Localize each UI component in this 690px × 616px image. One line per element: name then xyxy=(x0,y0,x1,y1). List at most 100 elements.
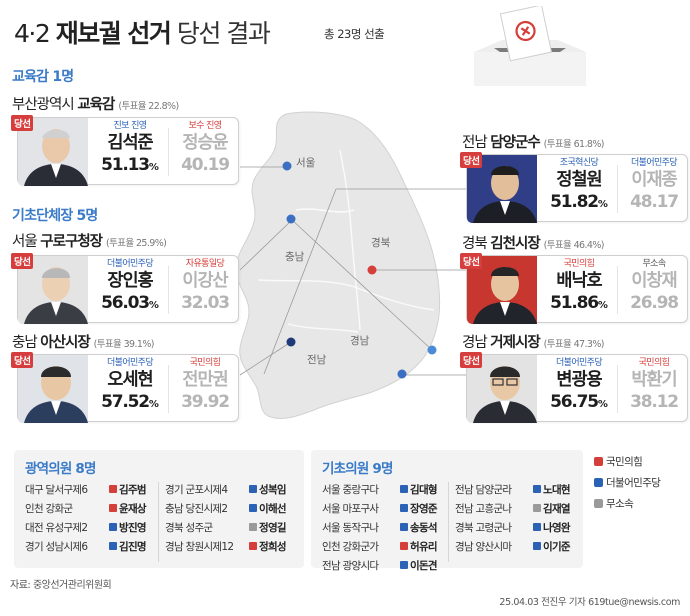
winner-tag: 당선 xyxy=(460,152,483,168)
council-district: 전남 담양군라 xyxy=(455,484,512,496)
divider xyxy=(448,482,449,562)
winner-tag: 당선 xyxy=(460,253,483,269)
result-card-gimcheon: 당선 국민의힘 배낙호 51.86% 무소속 이창재 26.98 xyxy=(460,253,688,324)
council-winner-name: 성복임 xyxy=(259,484,287,496)
council-district: 경기 군포시제4 xyxy=(165,484,228,496)
council-district: 경남 양산시마 xyxy=(455,541,512,553)
divider xyxy=(158,482,159,562)
council-row: 전남 담양군라 노대현 xyxy=(455,482,571,499)
race-title-guro: 서울 구로구청장 (투표율 25.9%) xyxy=(12,234,167,250)
legend-item: 국민의힘 xyxy=(594,454,660,469)
council-winner-name: 나영완 xyxy=(543,522,571,534)
council-district: 서울 동작구나 xyxy=(322,522,379,534)
council-row: 전남 고흥군나 김재열 xyxy=(455,501,571,518)
credit-line: 25.04.03 전진우 기자 619tue@newsis.com xyxy=(499,597,680,608)
council-winner-name: 송동석 xyxy=(410,522,438,534)
loser-percent: 40.19 xyxy=(181,155,230,175)
source-note: 자료: 중앙선거관리위원회 xyxy=(10,580,112,591)
local-heading: 기초단체장 5명 xyxy=(12,208,98,224)
loser-name: 박환기 xyxy=(631,370,677,390)
party-color-marker xyxy=(400,523,408,531)
race-title-busan-edu: 부산광역시 교육감 (투표율 22.8%) xyxy=(12,97,179,113)
loser-name: 전만권 xyxy=(182,370,228,390)
winner-name: 변광용 xyxy=(556,370,602,390)
total-elected-note: 총 23명 선출 xyxy=(324,27,385,41)
race-title-geoje: 경남 거제시장 (투표율 47.3%) xyxy=(462,335,605,351)
council-district: 경북 성주군 xyxy=(165,522,213,534)
winner-tag: 당선 xyxy=(11,253,34,269)
basic-heading: 기초의원 9명 xyxy=(322,461,393,477)
party-color-marker xyxy=(109,523,117,531)
council-district: 서울 마포구사 xyxy=(322,503,379,515)
loser-name: 이재종 xyxy=(631,170,677,190)
council-row: 경기 성남시제6 김진명 xyxy=(25,539,147,556)
party-color-marker xyxy=(109,504,117,512)
edu-heading: 교육감 1명 xyxy=(12,69,74,85)
council-row: 전남 광양시다 이돈견 xyxy=(322,558,438,575)
winner-tag: 당선 xyxy=(460,352,483,368)
party-color-marker xyxy=(400,561,408,569)
council-winner-name: 이해선 xyxy=(259,503,287,515)
council-winner-name: 허유리 xyxy=(410,541,438,553)
party-color-marker xyxy=(249,485,257,493)
council-district: 경북 고령군나 xyxy=(455,522,512,534)
result-card-guro: 당선 더불어민주당 장인홍 56.03% 자유통일당 이강산 32.03 xyxy=(11,253,239,324)
council-winner-name: 김대형 xyxy=(410,484,438,496)
winner-percent: 56.75% xyxy=(550,392,608,412)
loser-percent: 38.12 xyxy=(630,392,679,412)
race-title-asan: 충남 아산시장 (투표율 39.1%) xyxy=(12,335,155,351)
council-row: 경기 군포시제4 성복임 xyxy=(165,482,287,499)
winner-name: 배낙호 xyxy=(556,271,602,291)
party-color-marker xyxy=(249,523,257,531)
party-color-marker xyxy=(249,504,257,512)
winner-percent: 51.86% xyxy=(550,293,608,313)
council-row: 대구 달서구제6 김주범 xyxy=(25,482,147,499)
council-winner-name: 윤재상 xyxy=(119,503,147,515)
party-color-marker xyxy=(533,523,541,531)
party-color-marker xyxy=(533,542,541,550)
winner-photo xyxy=(467,256,537,324)
council-district: 인천 강화군가 xyxy=(322,541,379,553)
council-district: 경남 창원시제12 xyxy=(165,541,234,553)
winner-percent: 56.03% xyxy=(101,293,159,313)
winner-percent: 51.13% xyxy=(101,155,159,175)
council-winner-name: 이기준 xyxy=(543,541,571,553)
council-district: 경기 성남시제6 xyxy=(25,541,88,553)
basic-council-box: 기초의원 9명 서울 중랑구다 김대형 서울 마포구사 장영준 서울 동작구나 송동석 인천… xyxy=(311,450,583,572)
divider xyxy=(168,128,169,176)
winner-percent: 57.52% xyxy=(101,392,159,412)
council-row: 서울 동작구나 송동석 xyxy=(322,520,438,537)
council-district: 인천 강화군 xyxy=(25,503,73,515)
council-row: 인천 강화군가 허유리 xyxy=(322,539,438,556)
race-title-gimcheon: 경북 김천시장 (투표율 46.4%) xyxy=(462,236,605,252)
council-row: 경남 양산시마 이기준 xyxy=(455,539,571,556)
party-color-marker xyxy=(533,504,541,512)
loser-name: 이강산 xyxy=(182,271,228,291)
winner-name: 정철원 xyxy=(556,170,602,190)
council-district: 대구 달서구제6 xyxy=(25,484,88,496)
party-color-marker xyxy=(400,542,408,550)
party-color-marker xyxy=(533,485,541,493)
council-district: 충남 당진시제2 xyxy=(165,503,228,515)
legend-label: 국민의힘 xyxy=(606,456,643,468)
legend-swatch xyxy=(594,477,603,487)
party-color-marker xyxy=(249,542,257,550)
winner-name: 장인홍 xyxy=(107,271,153,291)
divider xyxy=(168,266,169,314)
winner-percent: 51.82% xyxy=(550,192,608,212)
result-card-damyang: 당선 조국혁신당 정철원 51.82% 더불어민주당 이재종 48.17 xyxy=(460,152,688,223)
loser-percent: 39.92 xyxy=(181,392,230,412)
council-district: 전남 고흥군나 xyxy=(455,503,512,515)
result-card-geoje: 당선 더불어민주당 변광용 56.75% 국민의힘 박환기 38.12 xyxy=(460,352,688,423)
council-row: 서울 마포구사 장영준 xyxy=(322,501,438,518)
divider xyxy=(617,165,618,213)
party-color-marker xyxy=(109,542,117,550)
divider xyxy=(168,365,169,413)
winner-tag: 당선 xyxy=(11,115,34,131)
council-winner-name: 김주범 xyxy=(119,484,147,496)
race-title-damyang: 전남 담양군수 (투표율 61.8%) xyxy=(462,135,605,151)
map-label-gyeongnam: 경남 xyxy=(350,335,370,347)
council-row: 인천 강화군 윤재상 xyxy=(25,501,147,518)
page-title: 4·2 재보궐 선거 당선 결과 xyxy=(14,19,271,48)
legend-swatch xyxy=(594,456,603,466)
